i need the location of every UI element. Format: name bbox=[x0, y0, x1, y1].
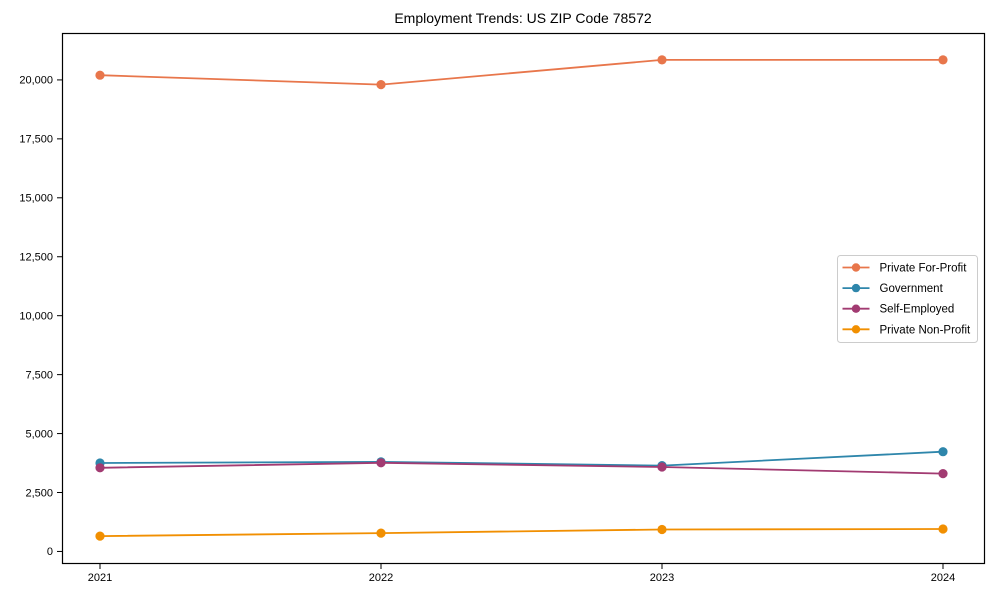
data-point-private-non-profit bbox=[376, 528, 386, 538]
legend-marker-icon bbox=[851, 283, 861, 293]
series-line-private-non-profit bbox=[99, 528, 944, 537]
y-tick-label: 2,500 bbox=[25, 487, 53, 499]
series-line-self-employed bbox=[99, 461, 944, 475]
data-point-self-employed bbox=[95, 463, 105, 473]
series-line-private-for-profit bbox=[99, 59, 944, 86]
x-tick-label: 2023 bbox=[650, 572, 674, 584]
y-tick-label: 15,000 bbox=[19, 193, 53, 205]
legend-item-private-for-profit: Private For-Profit bbox=[842, 263, 968, 275]
x-tick-label: 2024 bbox=[931, 572, 955, 584]
data-point-self-employed bbox=[938, 469, 948, 479]
data-point-private-for-profit bbox=[95, 70, 105, 80]
data-point-private-for-profit bbox=[938, 55, 948, 65]
legend-marker-icon bbox=[851, 304, 861, 313]
legend-item-private-non-profit: Private Non-Profit bbox=[842, 324, 972, 336]
y-tick-label: 17,500 bbox=[19, 134, 53, 146]
data-point-government bbox=[938, 447, 948, 457]
data-point-private-non-profit bbox=[657, 524, 667, 535]
data-point-self-employed bbox=[657, 462, 667, 472]
x-tick-label: 2022 bbox=[369, 572, 393, 584]
legend-item-label: Private Non-Profit bbox=[880, 324, 972, 336]
plot-border bbox=[61, 32, 986, 565]
legend: Private For-Profit Government Self-Employe… bbox=[837, 255, 978, 343]
legend-marker-icon bbox=[851, 325, 861, 334]
legend-item-label: Government bbox=[880, 283, 944, 295]
legend-box bbox=[837, 255, 978, 343]
y-tick-label: 20,000 bbox=[19, 75, 53, 87]
legend-item-government: Government bbox=[842, 283, 944, 295]
chart-title: Employment Trends: US ZIP Code 78572 bbox=[394, 10, 652, 26]
data-point-private-for-profit bbox=[657, 55, 667, 65]
data-point-private-non-profit bbox=[938, 524, 948, 534]
data-point-self-employed bbox=[376, 458, 386, 468]
y-tick-label: 10,000 bbox=[19, 310, 53, 322]
legend-item-label: Self-Employed bbox=[880, 304, 955, 316]
y-tick-label: 12,500 bbox=[19, 252, 53, 264]
series-line-government bbox=[99, 450, 944, 467]
y-tick-label: 0 bbox=[47, 546, 53, 558]
legend-item-label: Private For-Profit bbox=[880, 263, 968, 275]
data-point-private-for-profit bbox=[376, 80, 386, 90]
legend-item-self-employed: Self-Employed bbox=[842, 304, 955, 316]
legend-marker-icon bbox=[851, 263, 861, 272]
x-tick-label: 2021 bbox=[88, 572, 112, 584]
y-tick-label: 5,000 bbox=[25, 428, 53, 440]
data-point-private-non-profit bbox=[95, 531, 105, 541]
y-tick-label: 7,500 bbox=[25, 369, 53, 381]
